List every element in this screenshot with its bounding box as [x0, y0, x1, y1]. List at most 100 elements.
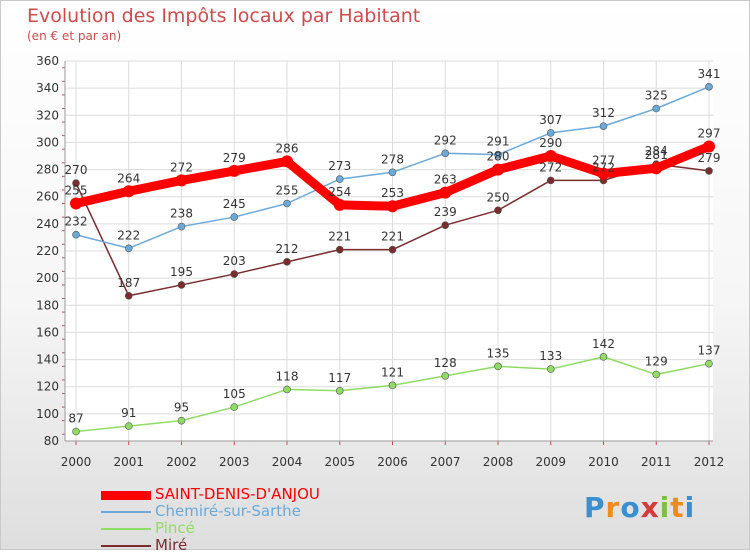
y-tick-label: 80: [44, 434, 59, 448]
data-point: [388, 168, 397, 177]
data-label: 222: [117, 228, 140, 242]
data-point: [335, 386, 344, 395]
data-point: [283, 258, 291, 266]
chart-title: Evolution des Impôts locaux par Habitant: [27, 5, 421, 27]
data-label: 272: [170, 160, 193, 174]
data-label: 272: [592, 160, 615, 174]
data-label: 291: [487, 135, 510, 149]
x-tick-label: 2002: [166, 455, 197, 469]
data-point: [441, 221, 450, 230]
data-point: [650, 162, 663, 175]
data-label: 255: [276, 184, 299, 198]
legend-label: SAINT-DENIS-D'ANJOU: [155, 485, 320, 503]
data-point: [230, 270, 239, 278]
data-label: 239: [434, 205, 457, 219]
data-point: [599, 122, 608, 130]
data-point: [124, 422, 133, 430]
data-point: [177, 416, 186, 425]
data-point: [335, 175, 344, 183]
data-label: 286: [276, 141, 299, 155]
data-point: [175, 174, 188, 187]
data-label: 253: [381, 186, 404, 200]
legend-label: Miré: [155, 536, 188, 554]
logo-letter: r: [605, 491, 621, 524]
legend-swatch: [101, 545, 151, 547]
data-point: [72, 179, 80, 187]
logo-letter: x: [640, 491, 660, 524]
data-point: [492, 163, 504, 176]
data-label: 292: [434, 133, 457, 147]
data-label: 270: [65, 163, 88, 177]
y-tick-label: 260: [36, 190, 59, 204]
data-point: [124, 291, 133, 300]
data-label: 297: [698, 127, 721, 141]
data-label: 95: [174, 401, 189, 415]
x-tick-label: 2011: [641, 455, 672, 469]
data-label: 128: [434, 356, 457, 370]
data-point: [72, 230, 80, 239]
data-point: [599, 353, 608, 361]
data-label: 277: [592, 154, 615, 168]
data-point: [72, 427, 80, 436]
data-label: 212: [276, 242, 299, 256]
data-point: [177, 281, 186, 289]
legend-label: Chemiré-sur-Sarthe: [155, 502, 301, 520]
data-point: [124, 244, 133, 253]
data-label: 264: [117, 171, 140, 185]
data-label: 221: [328, 230, 351, 244]
data-point: [494, 150, 502, 159]
data-point: [283, 385, 291, 394]
legend-swatch: [101, 528, 151, 530]
data-label: 254: [328, 185, 351, 199]
logo-letter: t: [670, 491, 685, 524]
data-label: 245: [223, 197, 246, 211]
y-tick-label: 200: [36, 271, 59, 285]
x-tick-label: 2000: [61, 455, 92, 469]
x-tick-label: 2010: [588, 455, 619, 469]
legend-label: Pincé: [155, 519, 195, 537]
data-point: [494, 206, 502, 215]
x-tick-label: 2001: [113, 455, 144, 469]
data-label: 129: [645, 355, 668, 369]
data-label: 341: [698, 67, 721, 81]
logo-letter: o: [620, 491, 641, 524]
y-tick-label: 240: [36, 217, 59, 231]
data-label: 312: [592, 106, 615, 120]
x-tick-label: 2007: [430, 455, 461, 469]
chart-subtitle: (en € et par an): [27, 29, 122, 43]
data-label: 195: [170, 265, 193, 279]
data-point: [494, 362, 502, 371]
data-point: [546, 176, 555, 185]
legend-swatch: [101, 511, 151, 513]
proxiti-logo: Proxiti: [584, 491, 695, 524]
y-tick-label: 140: [36, 353, 59, 367]
data-point: [652, 370, 661, 379]
data-label: 280: [487, 150, 510, 164]
data-point: [652, 104, 661, 113]
data-point: [546, 365, 555, 373]
data-point: [597, 167, 610, 180]
y-tick-label: 160: [36, 325, 59, 339]
data-label: 278: [381, 152, 404, 166]
data-label: 105: [223, 387, 246, 401]
data-point: [122, 185, 135, 198]
data-label: 279: [698, 151, 721, 165]
data-label: 117: [328, 371, 351, 385]
data-label: 221: [381, 230, 404, 244]
y-tick-label: 120: [36, 380, 59, 394]
data-label: 203: [223, 254, 246, 268]
data-label: 91: [121, 406, 136, 420]
data-point: [228, 164, 241, 177]
y-tick-label: 180: [36, 298, 59, 312]
data-label: 87: [68, 412, 83, 426]
data-label: 307: [539, 113, 562, 127]
data-point: [439, 186, 452, 199]
data-point: [388, 381, 397, 390]
logo-letter: i: [684, 491, 696, 524]
data-label: 118: [276, 369, 299, 383]
data-point: [70, 197, 82, 210]
y-tick-label: 280: [36, 163, 59, 177]
x-tick-label: 2012: [694, 455, 725, 469]
